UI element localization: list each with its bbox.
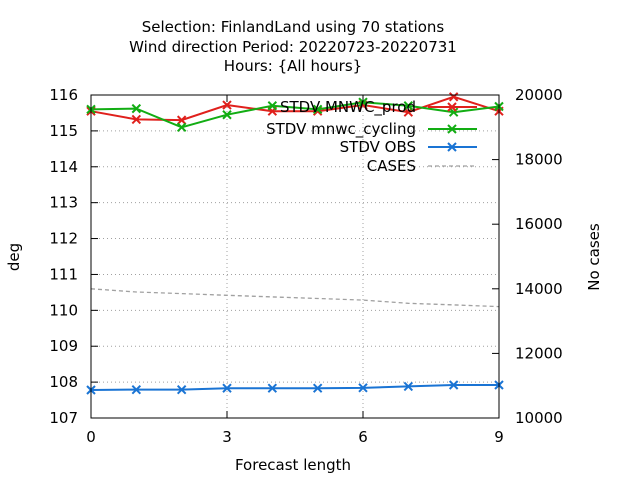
x-tick-label: 6 xyxy=(358,428,368,446)
marker-stroke xyxy=(312,383,323,393)
marker-stroke xyxy=(222,110,232,120)
data-point-stdv-obs xyxy=(358,383,368,393)
data-point-stdv-mnwc-cycling xyxy=(312,104,323,115)
plot-frame xyxy=(90,94,500,419)
data-point-stdv-obs xyxy=(267,383,278,393)
data-point-stdv-mnwc-cycling xyxy=(448,107,459,117)
marker-stroke xyxy=(176,122,187,133)
data-point-stdv-obs xyxy=(403,381,414,392)
marker-stroke xyxy=(447,102,457,112)
y-tick-label: 109 xyxy=(49,337,78,355)
data-point-stdv-obs xyxy=(448,380,459,390)
y2-tick-label: 20000 xyxy=(515,86,563,104)
data-point-stdv-obs xyxy=(222,383,232,393)
y2-tick-label: 10000 xyxy=(515,409,563,427)
y2-axis-label: No cases xyxy=(585,223,603,291)
y-axis-label: deg xyxy=(5,243,23,271)
y-tick-label: 114 xyxy=(49,158,78,176)
series-line-stdv-mnwc-prod xyxy=(90,95,500,122)
y-tick-label: 111 xyxy=(49,265,78,283)
chart-title-line1: Selection: FinlandLand using 70 stations xyxy=(142,18,445,36)
series-line-cases xyxy=(90,288,500,308)
y-tick-label: 116 xyxy=(49,86,78,104)
chart-title-line2: Wind direction Period: 20220723-20220731 xyxy=(129,38,457,56)
legend-label-stdv-obs: STDV OBS xyxy=(340,138,416,156)
marker-stroke xyxy=(176,115,187,125)
data-point-stdv-mnwc-prod xyxy=(222,100,232,110)
legend-label-stdv-mnwc-cycling: STDV mnwc_cycling xyxy=(266,120,416,139)
marker-stroke xyxy=(131,114,142,125)
y-tick-label: 110 xyxy=(49,301,78,319)
legend-marker-stdv-obs xyxy=(447,142,457,152)
marker-stroke xyxy=(447,142,457,152)
marker-stroke xyxy=(358,97,368,107)
marker-stroke xyxy=(448,107,459,117)
data-point-stdv-mnwc-cycling xyxy=(131,103,142,114)
series-line-stdv-mnwc-cycling xyxy=(90,101,500,129)
data-point-stdv-mnwc-cycling xyxy=(358,97,368,107)
marker-stroke xyxy=(403,381,414,392)
marker-stroke xyxy=(131,103,142,114)
x-tick-label: 3 xyxy=(222,428,232,446)
legend-label-cases: CASES xyxy=(367,157,416,175)
grid-layer xyxy=(91,95,499,418)
tick-layer: 107 108 109 110 111 112 113 114 115 116 0 3 6 9 10000 1… xyxy=(49,86,562,446)
marker-stroke xyxy=(312,104,323,115)
data-point-stdv-mnwc-prod xyxy=(176,115,187,125)
y2-tick-label: 18000 xyxy=(515,151,563,169)
marker-stroke xyxy=(176,384,187,395)
marker-stroke xyxy=(448,92,459,102)
legend-marker-stdv-mnwc-cycling xyxy=(447,124,457,134)
data-point-stdv-obs xyxy=(312,383,323,393)
series-layer xyxy=(86,92,504,395)
legend-label-stdv-mnwc-prod: STDV MNWC_prod xyxy=(280,98,416,117)
y2-tick-label: 16000 xyxy=(515,215,563,233)
marker-stroke xyxy=(267,101,278,111)
y-tick-label: 107 xyxy=(49,409,78,427)
y2-tick-label: 14000 xyxy=(515,280,563,298)
data-point-stdv-mnwc-cycling xyxy=(403,101,414,111)
x-tick-label: 0 xyxy=(86,428,96,446)
y-tick-label: 113 xyxy=(49,194,78,212)
marker-stroke xyxy=(358,383,368,393)
marker-stroke xyxy=(403,101,414,111)
y-tick-label: 108 xyxy=(49,373,78,391)
data-point-stdv-mnwc-cycling xyxy=(176,122,187,133)
y-tick-label: 115 xyxy=(49,122,78,140)
marker-stroke xyxy=(131,384,142,395)
chart-title-line3: Hours: {All hours} xyxy=(224,57,362,75)
y2-tick-label: 12000 xyxy=(515,344,563,362)
marker-stroke xyxy=(222,100,232,110)
data-point-stdv-obs xyxy=(131,384,142,395)
marker-stroke xyxy=(447,124,457,134)
x-tick-label: 9 xyxy=(494,428,504,446)
data-point-stdv-mnwc-cycling xyxy=(222,110,232,120)
legend-marker-stdv-mnwc-prod xyxy=(447,102,457,112)
y-tick-label: 112 xyxy=(49,230,78,248)
marker-stroke xyxy=(448,380,459,390)
marker-stroke xyxy=(222,383,232,393)
x-axis-label: Forecast length xyxy=(235,456,351,474)
data-point-stdv-obs xyxy=(176,384,187,395)
series-line-stdv-obs xyxy=(90,384,499,391)
data-point-stdv-mnwc-cycling xyxy=(267,101,278,111)
data-point-stdv-mnwc-prod xyxy=(448,92,459,102)
data-point-stdv-mnwc-prod xyxy=(131,114,142,125)
marker-stroke xyxy=(267,383,278,393)
